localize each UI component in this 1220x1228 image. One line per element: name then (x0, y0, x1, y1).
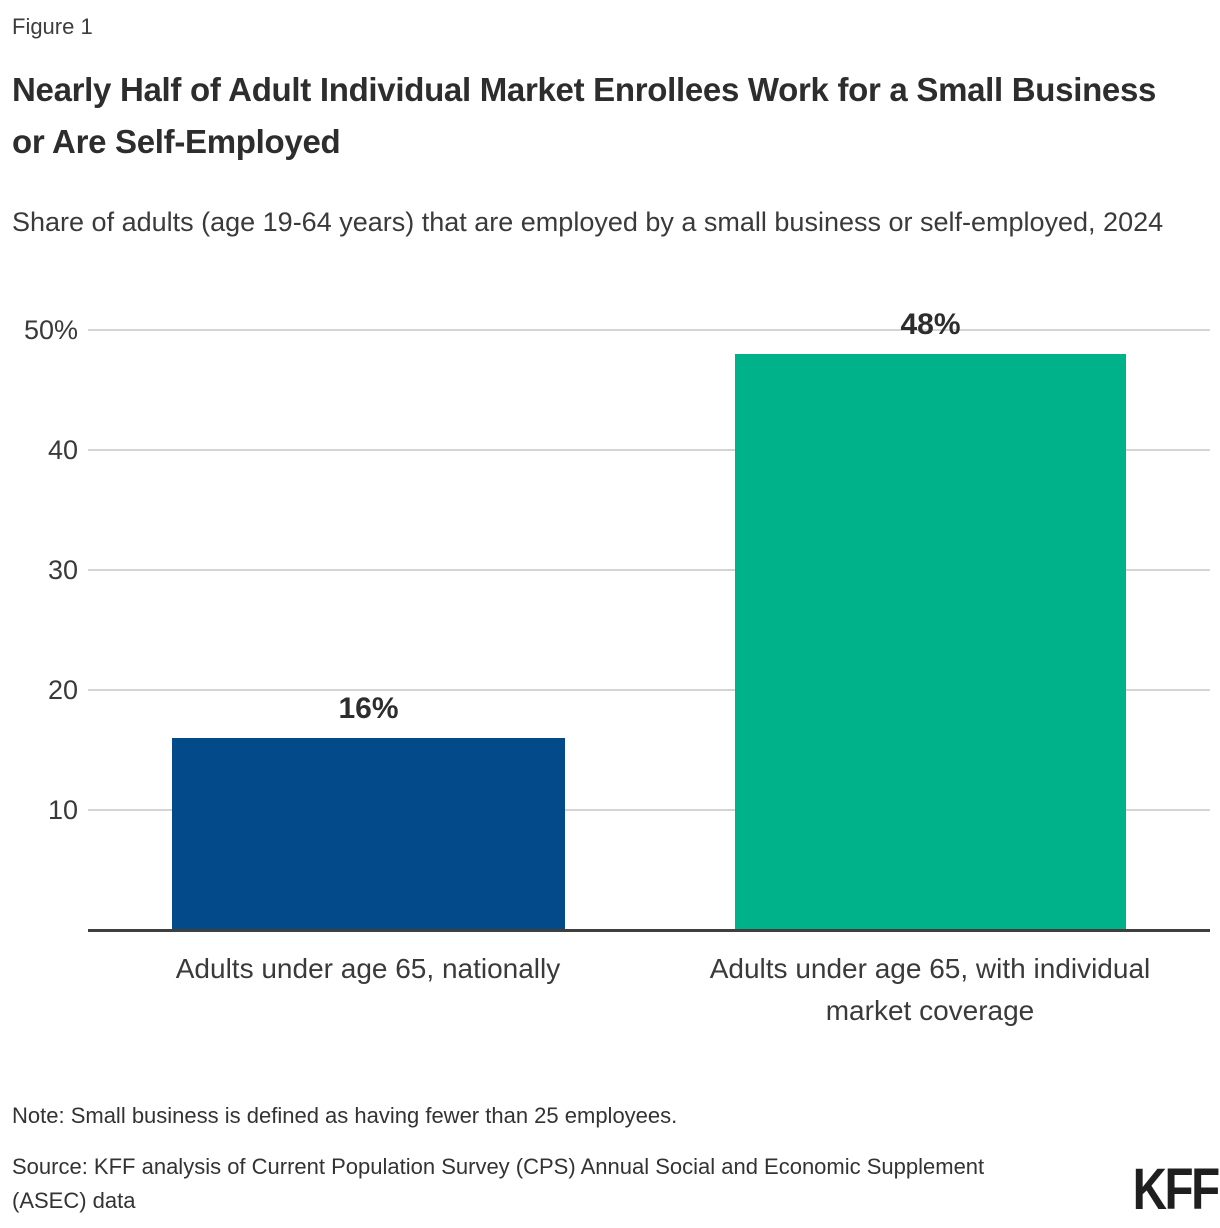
chart-subtitle: Share of adults (age 19-64 years) that a… (12, 207, 1164, 237)
chart-title: Nearly Half of Adult Individual Market E… (12, 71, 1157, 160)
y-axis-tick-40: 40 (47, 435, 78, 465)
gridline-30 (88, 569, 1210, 571)
bar-adults-nationally: 16% (172, 692, 565, 930)
plot-area: 16% 48% (88, 308, 1210, 932)
kff-logo: KFF (1132, 1157, 1220, 1222)
y-axis-tick-30: 30 (47, 555, 78, 585)
x-axis-label-nationally: Adults under age 65, nationally (175, 953, 561, 984)
x-axis-label-individual-market: Adults under age 65, with individual mar… (709, 953, 1151, 1026)
bar-value-label: 48% (900, 308, 961, 341)
bar-value-label: 16% (338, 692, 399, 725)
gridline-50 (88, 329, 1210, 331)
gridline-20 (88, 689, 1210, 691)
y-axis-tick-50: 50% (23, 315, 78, 345)
figure-label: Figure 1 (12, 14, 93, 39)
bar-adults-individual-market: 48% (735, 308, 1126, 930)
y-axis-tick-10: 10 (47, 795, 78, 825)
y-axis-tick-20: 20 (47, 675, 78, 705)
x-axis-line (88, 929, 1210, 932)
source-text: Source: KFF analysis of Current Populati… (12, 1154, 985, 1213)
gridline-40 (88, 449, 1210, 451)
note-text: Note: Small business is defined as havin… (12, 1103, 678, 1128)
gridline-10 (88, 809, 1210, 811)
